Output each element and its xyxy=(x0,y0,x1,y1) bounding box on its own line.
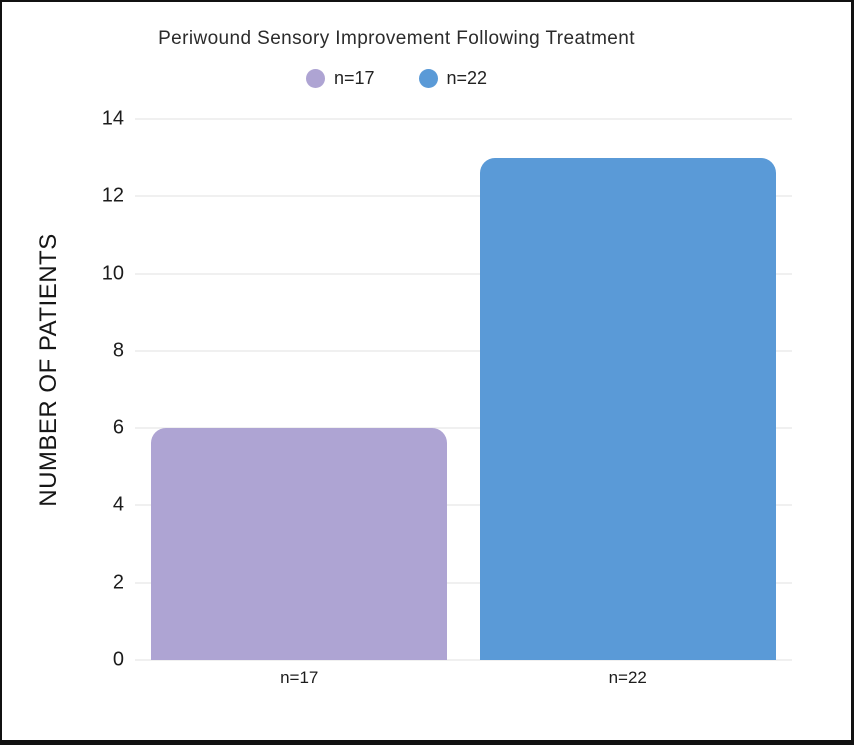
chart-legend: n=17 n=22 xyxy=(2,65,791,91)
gridline xyxy=(135,659,792,661)
legend-label: n=22 xyxy=(446,67,488,88)
y-tick-label: 12 xyxy=(101,184,124,207)
y-tick-label: 6 xyxy=(112,416,124,439)
legend-label: n=17 xyxy=(333,67,375,88)
y-axis-label: NUMBER OF PATIENTS xyxy=(35,233,62,507)
y-tick-label: 8 xyxy=(112,339,124,362)
y-tick-label: 0 xyxy=(112,648,124,671)
gridline xyxy=(135,581,792,584)
x-tick-label: n=22 xyxy=(608,668,647,687)
legend-item: n=22 xyxy=(418,67,488,89)
bar xyxy=(479,157,776,660)
gridline xyxy=(135,118,792,120)
y-tick-label: 4 xyxy=(112,493,124,516)
bar xyxy=(151,428,448,660)
legend-item: n=17 xyxy=(305,67,375,89)
gridline xyxy=(135,195,792,198)
x-tick-label: n=17 xyxy=(280,668,319,687)
y-tick-label: 2 xyxy=(112,571,124,594)
legend-dot-icon xyxy=(305,68,325,88)
y-tick-label: 14 xyxy=(101,107,124,130)
gridline xyxy=(135,349,792,352)
legend-dot-icon xyxy=(418,68,438,88)
plot-area xyxy=(135,118,792,661)
gridline xyxy=(135,504,792,507)
gridline xyxy=(135,272,792,275)
y-axis-ticks: 0 2 4 6 8 10 12 14 xyxy=(62,108,124,671)
chart-title: Periwound Sensory Improvement Following … xyxy=(158,28,635,49)
x-axis-labels: n=17 n=22 xyxy=(135,668,792,696)
gridline xyxy=(135,427,792,430)
y-tick-label: 10 xyxy=(101,262,124,285)
